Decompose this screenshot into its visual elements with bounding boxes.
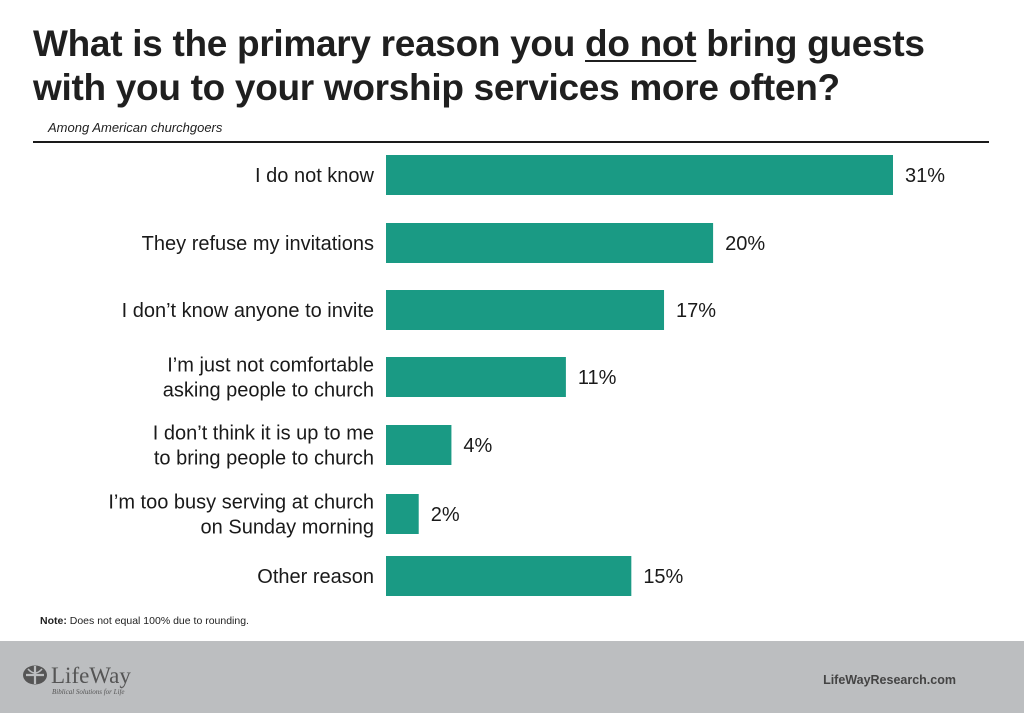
category-label-4-line-0: I don’t think it is up to me — [153, 423, 374, 445]
category-label-2: I don’t know anyone to invite — [122, 300, 374, 322]
category-label-5-line-1: on Sunday morning — [201, 517, 374, 539]
value-label-2: 17% — [676, 300, 716, 322]
value-label-4: 4% — [463, 435, 492, 457]
chart-title: What is the primary reason you do not br… — [33, 22, 993, 110]
website-link[interactable]: LifeWayResearch.com — [823, 673, 956, 687]
title-line1-after: bring guests — [696, 23, 925, 64]
lifeway-tagline: Biblical Solutions for Life — [52, 688, 125, 696]
title-line2: with you to your worship services more o… — [33, 67, 840, 108]
title-underlined: do not — [585, 23, 697, 64]
note-text: Does not equal 100% due to rounding. — [66, 615, 249, 627]
category-label-3: I’m just not comfortable asking people to… — [163, 355, 374, 402]
footnote: Note: Does not equal 100% due to roundin… — [40, 615, 249, 627]
category-label-1-line-0: They refuse my invitations — [142, 233, 374, 255]
category-label-3-line-0: I’m just not comfortable — [167, 355, 374, 377]
bar-5 — [386, 494, 419, 534]
category-label-0: I do not know — [255, 165, 375, 187]
footer-bar: LifeWay Biblical Solutions for Life Life… — [0, 641, 1024, 713]
category-label-0-line-0: I do not know — [255, 165, 375, 187]
category-label-4-line-1: to bring people to church — [154, 448, 374, 470]
category-label-2-line-0: I don’t know anyone to invite — [122, 300, 374, 322]
category-label-6: Other reason — [257, 566, 374, 588]
bar-2 — [386, 290, 665, 330]
value-label-0: 31% — [905, 165, 945, 187]
bar-1 — [386, 223, 714, 263]
value-label-1: 20% — [725, 233, 765, 255]
header-rule — [33, 141, 989, 143]
category-label-4: I don’t think it is up to me to bring peo… — [153, 423, 374, 470]
bar-chart: 31% I do not know 20% They refuse my invita… — [108, 155, 945, 596]
bar-3 — [386, 357, 566, 397]
lifeway-logo-text: LifeWay — [51, 663, 131, 688]
note-label: Note: — [40, 615, 67, 627]
bar-0 — [386, 155, 893, 195]
title-line1-before: What is the primary reason you — [33, 23, 586, 64]
category-label-6-line-0: Other reason — [257, 566, 374, 588]
chart-subtitle: Among American churchgoers — [48, 120, 223, 135]
lifeway-logo-icon — [23, 665, 47, 685]
category-label-5-line-0: I’m too busy serving at church — [108, 492, 374, 514]
category-label-5: I’m too busy serving at church on Sunday … — [108, 492, 374, 539]
value-label-3: 11% — [578, 367, 617, 389]
value-label-5: 2% — [431, 504, 460, 526]
category-label-3-line-1: asking people to church — [163, 380, 374, 402]
category-label-1: They refuse my invitations — [142, 233, 374, 255]
value-label-6: 15% — [643, 566, 683, 588]
lifeway-logo: LifeWay Biblical Solutions for Life — [22, 663, 131, 696]
bar-4 — [386, 425, 452, 465]
bar-6 — [386, 556, 632, 596]
